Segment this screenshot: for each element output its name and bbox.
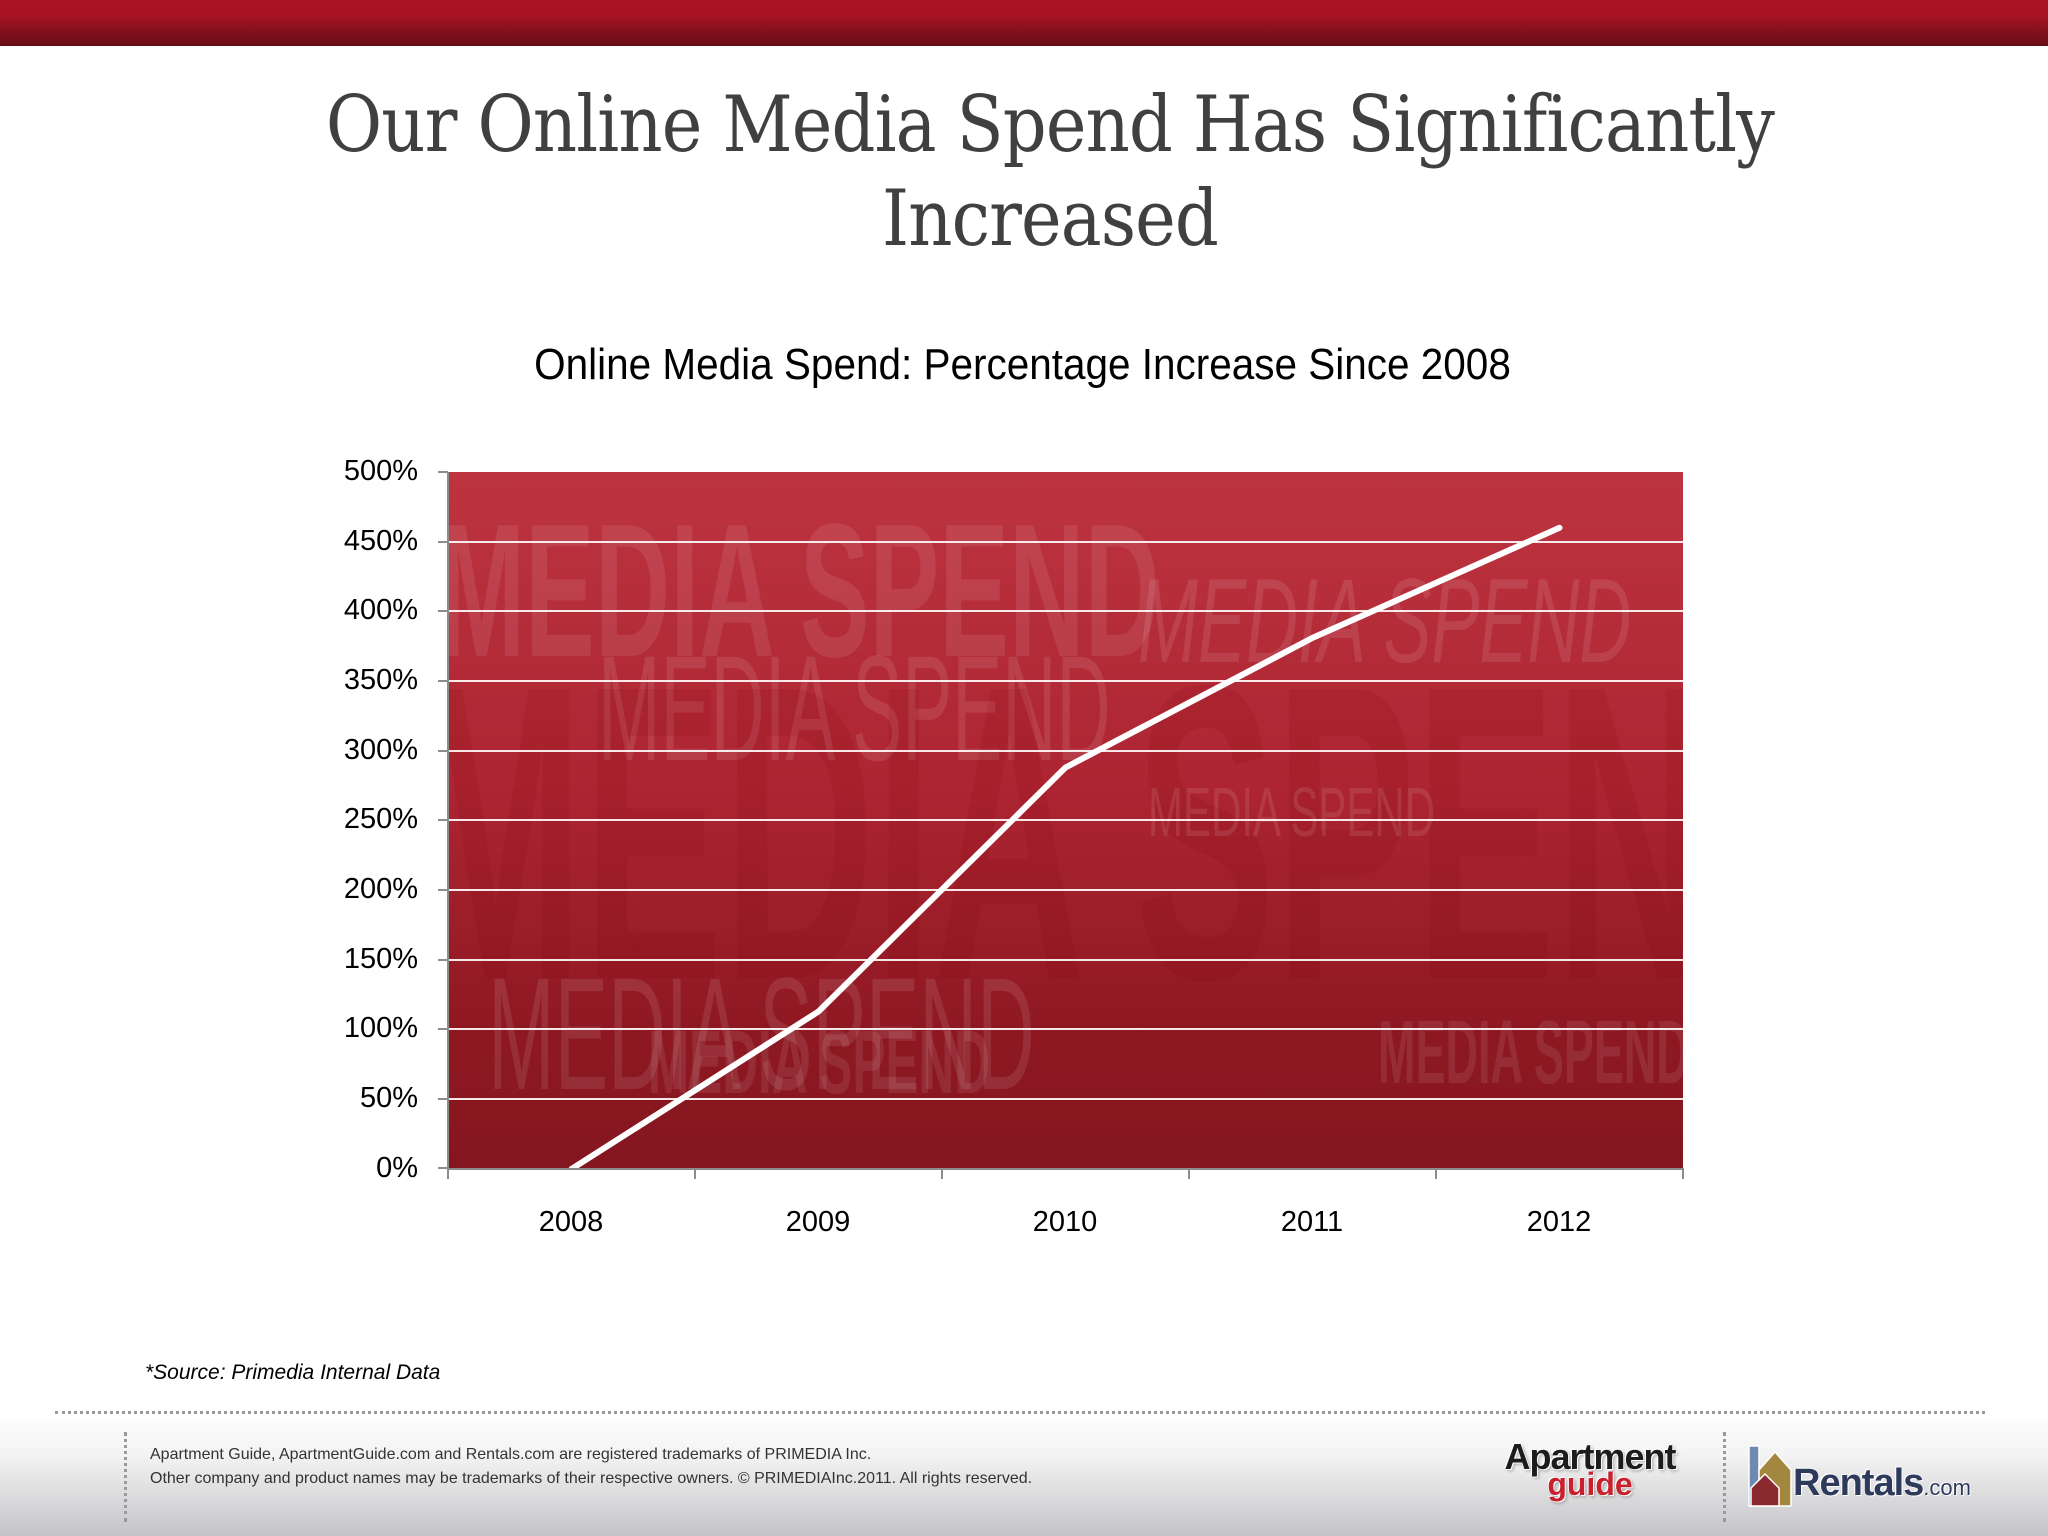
y-tick-mark (438, 959, 448, 961)
footer-divider-left (124, 1432, 127, 1522)
y-tick-label: 100% (343, 1012, 418, 1044)
footer-divider-logos (1723, 1432, 1726, 1522)
y-tick-label: 50% (359, 1082, 418, 1114)
y-tick-label: 250% (343, 803, 418, 835)
data-line-series (568, 524, 1563, 1172)
top-banner-bar (0, 0, 2048, 46)
x-tick-mark (447, 1168, 449, 1179)
footer-divider (55, 1411, 1985, 1414)
rentals-text: Rentals (1793, 1462, 1924, 1504)
y-tick-mark (438, 541, 448, 543)
y-tick-label: 0% (376, 1152, 418, 1184)
x-tick-label: 2010 (1032, 1206, 1098, 1238)
y-tick-mark (438, 1028, 448, 1030)
watermark-text: MEDIA SPEND (1138, 554, 1632, 688)
gridline-100 (448, 1028, 1683, 1030)
y-tick-mark (438, 750, 448, 752)
x-tick-mark (694, 1168, 696, 1179)
footer-line-1: Apartment Guide, ApartmentGuide.com and … (150, 1446, 872, 1463)
x-tick-label: 2011 (1280, 1206, 1344, 1238)
dotcom-text: .com (1923, 1475, 1971, 1500)
y-tick-label: 150% (343, 943, 418, 975)
y-tick-mark (438, 1167, 448, 1169)
y-tick-label: 350% (343, 664, 418, 696)
gridline-350 (448, 680, 1683, 682)
watermark-text: MEDIA SPEND (598, 624, 1111, 792)
watermark-text: MEDIA SPEND (1148, 773, 1436, 851)
footer-line-2: Other company and product names may be t… (150, 1470, 1033, 1487)
rentals-com-logo: Rentals.com (1745, 1440, 2005, 1510)
x-tick-label: 2012 (1526, 1206, 1592, 1238)
slide-title: Our Online Media Spend Has Significantly… (325, 80, 1775, 264)
y-tick-mark (438, 610, 448, 612)
y-tick-mark (438, 819, 448, 821)
y-tick-mark (438, 680, 448, 682)
y-tick-mark (438, 1098, 448, 1100)
gridline-400 (448, 610, 1683, 612)
x-tick-mark (941, 1168, 943, 1179)
watermark-text: MEDIA SPEND (448, 485, 1160, 697)
x-tick-label: 2008 (538, 1206, 604, 1238)
gridline-50 (448, 1098, 1683, 1100)
houses-icon (1748, 1445, 1792, 1507)
y-tick-label: 300% (343, 734, 418, 766)
source-note: *Source: Primedia Internal Data (145, 1361, 441, 1384)
y-tick-label: 500% (343, 455, 418, 487)
x-tick-mark (1188, 1168, 1190, 1179)
y-axis (447, 472, 449, 1172)
x-tick-label: 2009 (785, 1206, 851, 1238)
watermark-text: MEDIA SPEND (448, 599, 1683, 1068)
y-tick-label: 200% (343, 873, 418, 905)
logo-word-rentals: Rentals.com (1793, 1462, 1971, 1505)
watermark-text: MEDIA SPEND (488, 944, 1035, 1123)
apartment-guide-logo: Apartment guide (1470, 1436, 1710, 1510)
gridline-200 (448, 889, 1683, 891)
y-tick-label: 450% (343, 525, 418, 557)
gridline-150 (448, 959, 1683, 961)
chart-title: Online Media Spend: Percentage Increase … (534, 340, 1511, 389)
footer (0, 1412, 2048, 1536)
gridline-250 (448, 819, 1683, 821)
y-tick-label: 400% (343, 594, 418, 626)
y-tick-mark (438, 471, 448, 473)
x-tick-mark (1682, 1168, 1684, 1179)
y-tick-mark (438, 889, 448, 891)
footer-legal-text: Apartment Guide, ApartmentGuide.com and … (150, 1443, 1032, 1491)
gridline-300 (448, 750, 1683, 752)
gridline-450 (448, 541, 1683, 543)
logo-word-guide: guide (1547, 1466, 1633, 1502)
watermark-text: MEDIA SPEND (1378, 1003, 1683, 1103)
logo-word-apartment: Apartment (1504, 1436, 1676, 1477)
x-axis (447, 1168, 1684, 1170)
plot-area: MEDIA SPEND MEDIA SPEND MEDIA SPEND MEDI… (448, 472, 1683, 1169)
x-tick-mark (1435, 1168, 1437, 1179)
